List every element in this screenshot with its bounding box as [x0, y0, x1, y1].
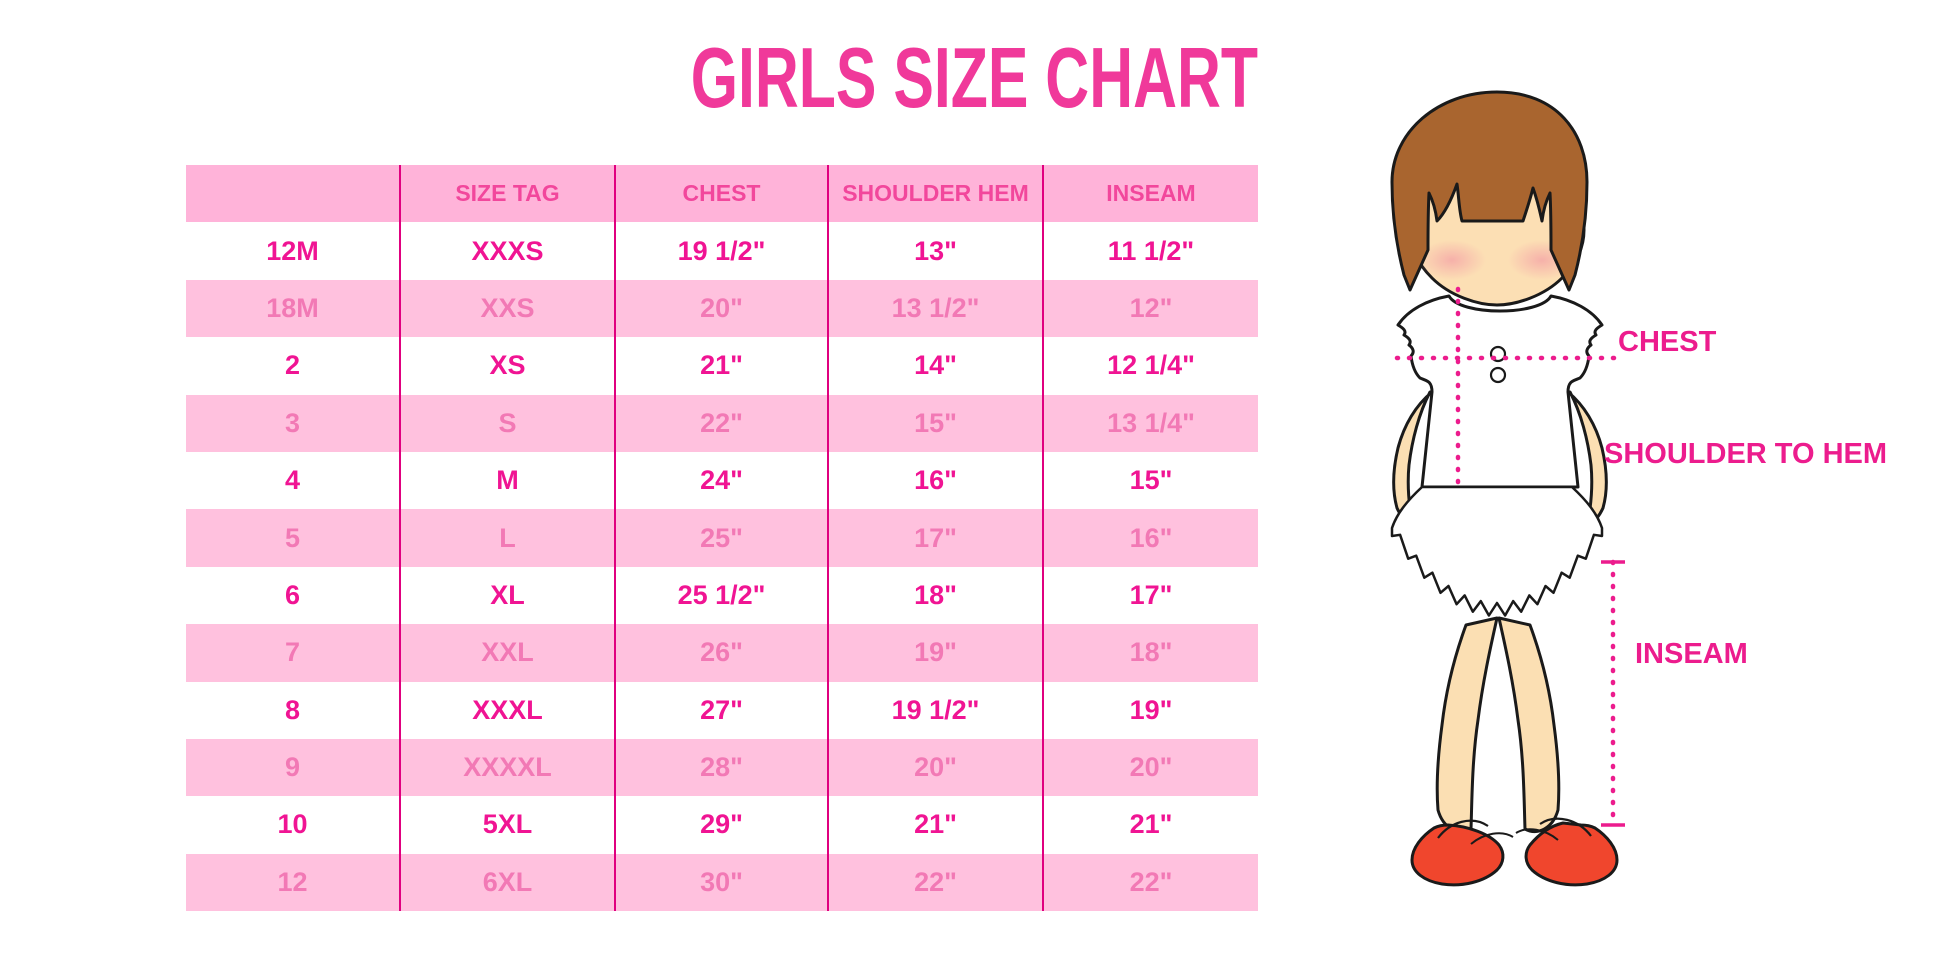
svg-text:SHOULDER TO HEM: SHOULDER TO HEM: [1604, 438, 1887, 470]
svg-text:CHEST: CHEST: [1618, 326, 1717, 358]
svg-text:INSEAM: INSEAM: [1635, 638, 1748, 670]
